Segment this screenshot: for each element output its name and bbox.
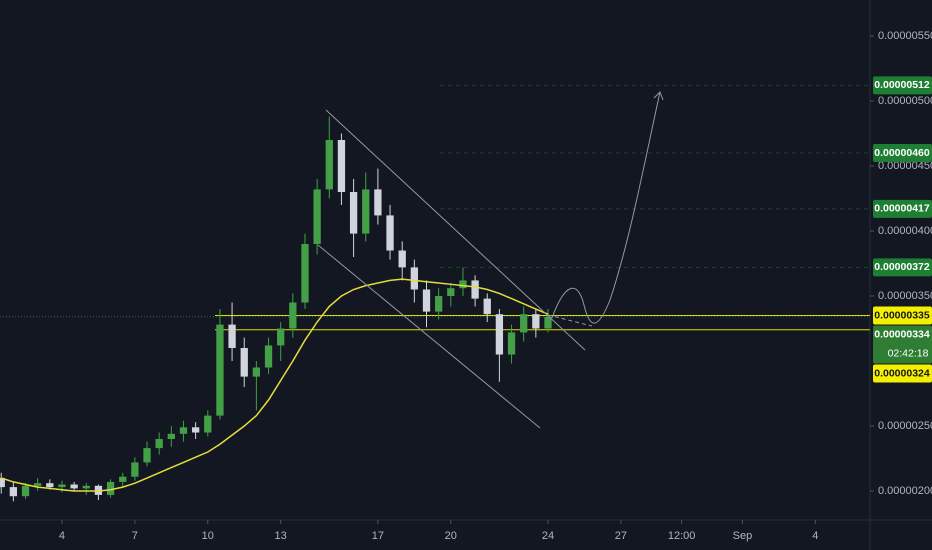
price-badge — [873, 364, 932, 383]
price-badge-label: 0.00000335 — [874, 309, 930, 321]
candle-body — [264, 345, 273, 368]
candle-body — [131, 462, 139, 477]
x-tick-label: 4 — [59, 530, 65, 542]
channel-upper — [325, 109, 586, 351]
candle-body — [325, 140, 333, 190]
candle-body — [179, 427, 188, 434]
candle-body — [143, 448, 151, 463]
x-tick-label: 27 — [615, 530, 627, 542]
candle-body — [252, 367, 261, 377]
candle-body — [520, 314, 528, 333]
candle-body — [58, 484, 66, 488]
y-tick-label: 0.00000550 — [878, 30, 932, 42]
candle-body — [167, 433, 175, 440]
candle-body — [507, 332, 516, 355]
x-tick-label: 24 — [542, 530, 554, 542]
y-tick-label: 0.00000250 — [878, 420, 932, 432]
candle-body — [216, 324, 224, 416]
y-tick-label: 0.00000200 — [878, 485, 932, 497]
candle-body — [106, 481, 115, 495]
price-badge-label: 0.00000324 — [874, 367, 930, 379]
price-badge-label: 0.00000512 — [874, 79, 930, 91]
candle-body — [459, 280, 467, 289]
candle-body — [119, 476, 127, 482]
price-badge-label: 0.00000417 — [874, 203, 930, 215]
y-tick-label: 0.00000350 — [878, 290, 932, 302]
candle-body — [495, 314, 504, 355]
arrow-head — [653, 91, 664, 101]
y-tick-label: 0.00000450 — [878, 160, 932, 172]
candle-body — [9, 487, 18, 497]
price-badge — [873, 306, 932, 325]
candle-body — [532, 314, 540, 329]
candle-body — [544, 316, 552, 329]
price-badge — [873, 325, 932, 364]
x-tick-label: 10 — [202, 530, 214, 542]
candle-body — [21, 485, 30, 497]
x-tick-label: 13 — [275, 530, 287, 542]
candle-body — [240, 348, 248, 377]
drawings — [317, 91, 664, 429]
candle-body — [362, 189, 370, 234]
price-badge — [873, 258, 932, 277]
candle-body — [277, 328, 285, 346]
candle-body — [34, 483, 42, 486]
projection-dash — [547, 314, 593, 327]
x-tick-label: 7 — [132, 530, 138, 542]
x-tick-label: 4 — [812, 530, 818, 542]
candle-body — [410, 267, 418, 290]
axes: 0.00000200 0.00000250 0.00000350 0.00000400… — [59, 30, 932, 542]
candle-body — [386, 215, 394, 251]
price-badge-label: 0.00000460 — [874, 147, 930, 159]
y-tick-label: 0.00000500 — [878, 95, 932, 107]
countdown: 02:42:18 — [888, 347, 929, 359]
candle-body — [435, 296, 443, 312]
candle-body — [483, 298, 491, 315]
candle-body — [374, 189, 382, 216]
price-badge — [873, 144, 932, 163]
price-badge-label: 0.00000372 — [874, 261, 930, 273]
x-tick-label: 12:00 — [668, 530, 696, 542]
candle-body — [82, 485, 90, 489]
candle-body — [349, 192, 358, 234]
x-tick-label: 17 — [372, 530, 384, 542]
candle-body — [46, 483, 54, 488]
candle-body — [301, 244, 309, 303]
candle-body — [398, 250, 406, 268]
candle-body — [0, 478, 5, 488]
candle-body — [70, 484, 78, 489]
candle-body — [313, 189, 321, 245]
candle-body — [471, 280, 479, 299]
channel-lower — [317, 244, 541, 429]
price-badge-label: 0.00000334 — [874, 328, 930, 340]
candle-body — [289, 302, 297, 329]
x-tick-label: Sep — [733, 530, 753, 542]
candle-body — [447, 288, 455, 297]
candle-body — [155, 439, 163, 449]
plot — [0, 84, 870, 502]
price-badge — [873, 76, 932, 95]
candle-body — [337, 140, 346, 193]
moving-average — [0, 278, 549, 492]
candle-body — [228, 324, 236, 349]
price-badge — [873, 199, 932, 218]
candle-body — [191, 427, 200, 433]
x-tick-label: 20 — [445, 530, 457, 542]
projection-arrow — [551, 91, 661, 324]
y-tick-label: 0.00000400 — [878, 225, 932, 237]
candle-body — [204, 415, 212, 433]
candle-body — [422, 289, 431, 312]
